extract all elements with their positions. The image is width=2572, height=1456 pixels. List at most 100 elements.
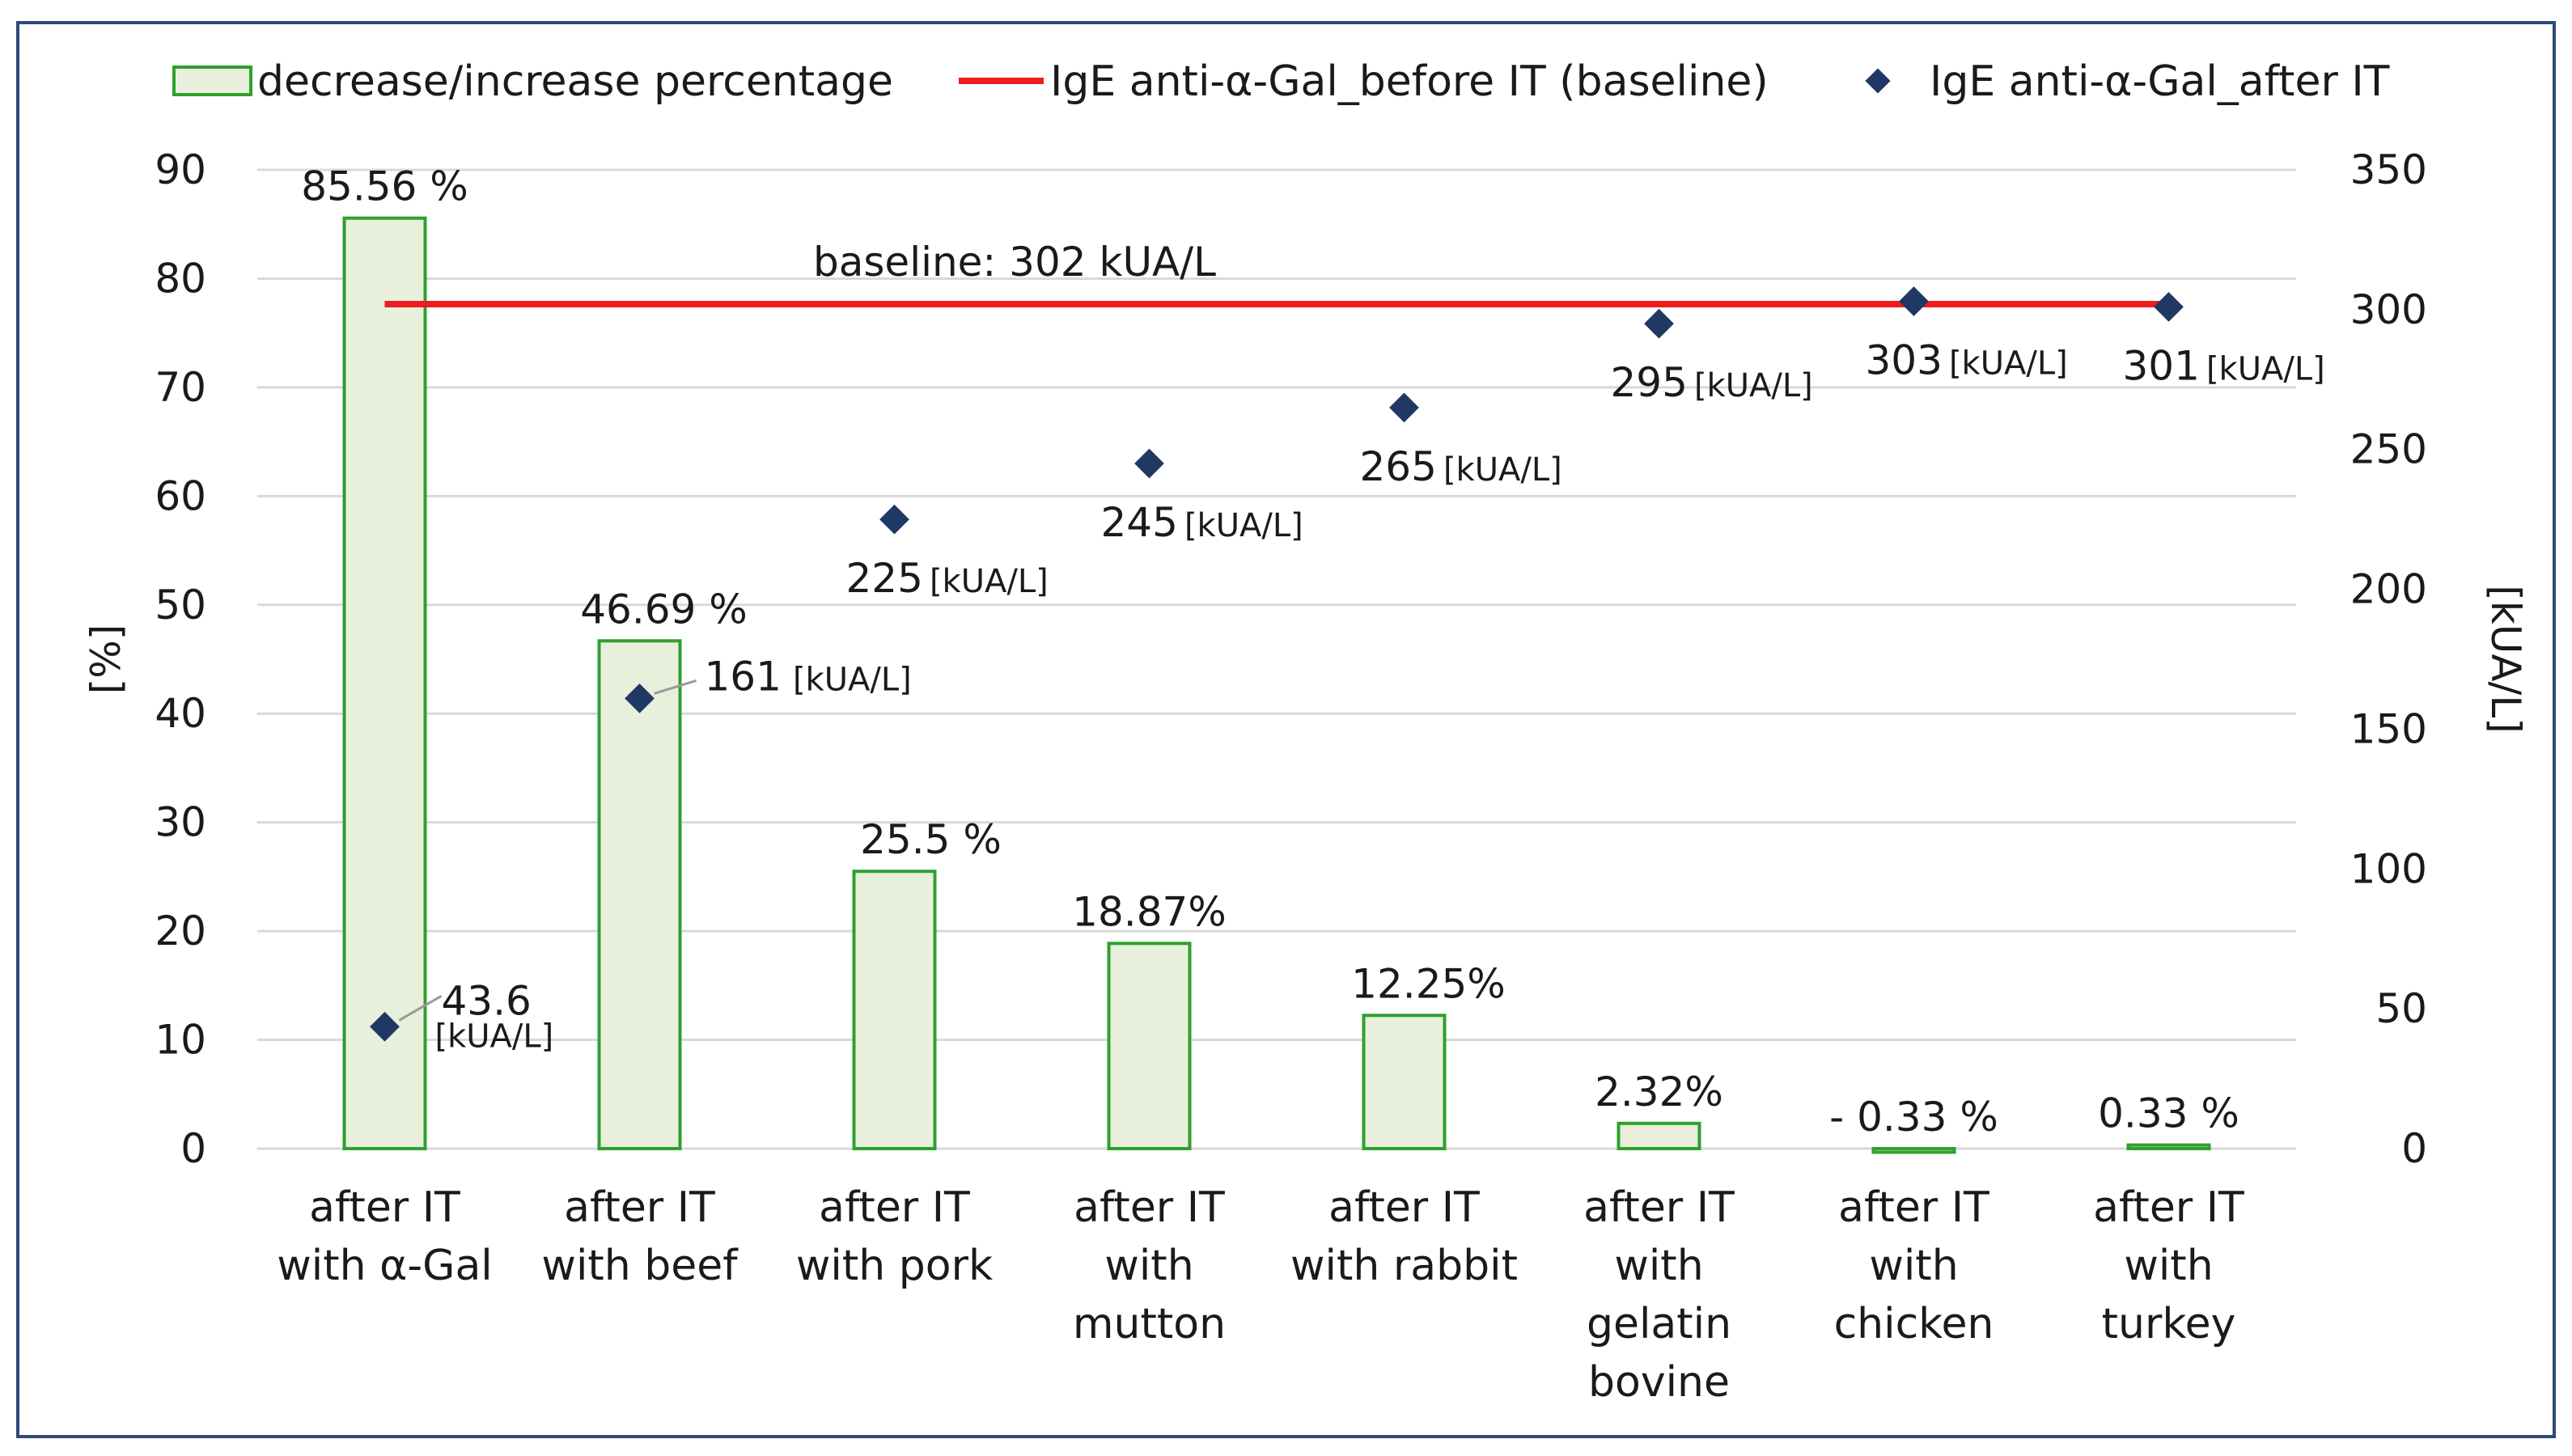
scatter-series: 43.6[kUA/L]161 [kUA/L]225 [kUA/L]245 [kUA/L… (370, 286, 2325, 1055)
data-point-unit: [kUA/L] (435, 1018, 554, 1055)
bar (1871, 1147, 1956, 1154)
category-label: chicken (1834, 1300, 1994, 1348)
leader-line (398, 994, 443, 1022)
category-label: with (1104, 1242, 1193, 1290)
data-point-unit: [kUA/L] (1694, 367, 1813, 404)
data-point (879, 504, 909, 535)
bar-value-label: 12.25% (1351, 960, 1506, 1007)
chart-border (16, 21, 2556, 1438)
data-point-label: 301 [kUA/L] (2123, 342, 2325, 389)
data-point-unit: [kUA/L] (793, 661, 912, 698)
data-point-label: 303 [kUA/L] (1866, 336, 2068, 383)
bar (342, 216, 427, 1150)
data-point-unit: [kUA/L] (1184, 507, 1303, 544)
right-tick-label: 100 (2350, 845, 2427, 892)
legend: decrease/increase percentage IgE anti-α-… (172, 57, 2390, 106)
left-axis-ticks: 0 10 20 30 40 50 60 70 80 90 (155, 146, 206, 1172)
right-tick-label: 200 (2350, 566, 2427, 613)
left-tick-label: 90 (155, 146, 206, 193)
category-label: after IT (2093, 1183, 2244, 1232)
right-tick-label: 300 (2350, 286, 2427, 333)
bar-value-label: 85.56 % (301, 163, 468, 210)
right-axis-title: [kUA/L] (2482, 585, 2529, 733)
left-tick-label: 0 (180, 1125, 206, 1172)
legend-swatch-after-it (1865, 68, 1891, 94)
baseline-annotation: baseline: 302 kUA/L (813, 239, 1216, 286)
right-tick-label: 50 (2375, 985, 2427, 1032)
right-tick-label: 350 (2350, 146, 2427, 193)
right-tick-label: 150 (2350, 705, 2427, 752)
data-point (1899, 286, 1929, 316)
category-label: after IT (819, 1183, 970, 1232)
category-label: gelatin (1587, 1300, 1731, 1348)
category-label: after IT (1583, 1183, 1735, 1232)
right-tick-label: 250 (2350, 426, 2427, 473)
data-point-label: 295 [kUA/L] (1611, 359, 1813, 406)
data-point (1644, 308, 1674, 339)
data-point (1389, 392, 1419, 423)
data-point-label: 245 [kUA/L] (1101, 499, 1303, 546)
category-label: after IT (309, 1183, 460, 1232)
bar-value-label: 25.5 % (860, 816, 1002, 863)
bar (1617, 1121, 1701, 1150)
legend-swatch-bars (172, 66, 252, 96)
gridlines (257, 168, 2296, 1150)
data-point (625, 684, 655, 713)
bar (1107, 942, 1192, 1151)
left-tick-label: 30 (155, 799, 206, 846)
data-point-unit: [kUA/L] (1443, 451, 1562, 489)
category-label: with (1614, 1242, 1703, 1290)
data-point-unit: [kUA/L] (1949, 345, 2068, 382)
category-label: with pork (796, 1242, 993, 1290)
legend-label-after-it: IgE anti-α-Gal_after IT (1930, 57, 2390, 106)
data-point-unit: [kUA/L] (2206, 350, 2325, 387)
category-label: with beef (541, 1242, 739, 1290)
category-label: with rabbit (1290, 1242, 1518, 1290)
category-label: with (2124, 1242, 2213, 1290)
left-tick-label: 70 (155, 364, 206, 411)
legend-label-baseline: IgE anti-α-Gal_before IT (baseline) (1050, 57, 1769, 106)
legend-label-bars: decrease/increase percentage (257, 57, 893, 106)
baseline-series: baseline: 302 kUA/L (384, 239, 2169, 307)
left-tick-label: 50 (155, 582, 206, 629)
category-label: turkey (2102, 1300, 2236, 1348)
bar-series (342, 216, 2211, 1154)
category-label: after IT (1838, 1183, 1989, 1232)
category-label: after IT (564, 1183, 715, 1232)
data-point-unit: [kUA/L] (930, 563, 1049, 600)
bar (1362, 1014, 1447, 1150)
data-point-label: 161 [kUA/L] (705, 653, 912, 700)
category-label: with α-Gal (277, 1242, 493, 1290)
data-point-label: 43.6 (442, 977, 532, 1024)
bar-value-label: 2.32% (1595, 1069, 1723, 1115)
bar-value-labels: 85.56 % 46.69 % 25.5 % 18.87% 12.25% 2.32% - 0… (301, 163, 2239, 1141)
bar (852, 870, 937, 1150)
left-tick-label: 80 (155, 255, 206, 302)
left-tick-label: 20 (155, 908, 206, 954)
data-point (2154, 292, 2184, 322)
bar-value-label: 18.87% (1072, 888, 1227, 935)
right-tick-label: 0 (2401, 1125, 2427, 1172)
data-point-label: 225 [kUA/L] (846, 555, 1049, 602)
category-label: with (1869, 1242, 1958, 1290)
bar-value-label: - 0.33 % (1829, 1094, 1998, 1141)
category-label: after IT (1328, 1183, 1480, 1232)
left-axis-title: [%] (83, 624, 129, 695)
data-point-label: 265 [kUA/L] (1360, 443, 1562, 490)
data-point (1134, 448, 1164, 479)
data-point (370, 1011, 400, 1042)
bar-value-label: 0.33 % (2098, 1090, 2239, 1137)
leader-line (654, 679, 697, 695)
bar (597, 639, 682, 1150)
left-tick-label: 40 (155, 690, 206, 737)
left-tick-label: 60 (155, 472, 206, 519)
category-labels: after IT with α-Gal after IT with beef after… (277, 1183, 2244, 1407)
bar-value-label: 46.69 % (580, 586, 748, 633)
category-label: bovine (1588, 1358, 1730, 1407)
category-label: after IT (1074, 1183, 1225, 1232)
category-label: mutton (1073, 1300, 1226, 1348)
left-tick-label: 10 (155, 1017, 206, 1064)
right-axis-ticks: 0 50 100 150 200 250 300 350 (2350, 146, 2427, 1172)
bar (2126, 1143, 2211, 1151)
